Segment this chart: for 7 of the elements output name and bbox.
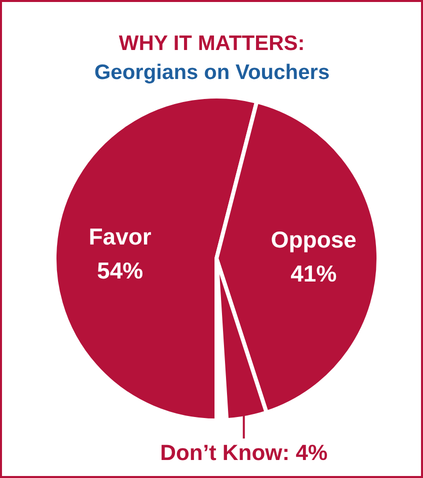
data-label: 54% [97,257,144,284]
slice-label: Don’t Know: 4% [160,440,328,465]
chart-title: WHY IT MATTERS: [118,32,305,55]
slice-label: Favor [88,223,152,250]
chart-subtitle: Georgians on Vouchers [94,61,330,84]
slice-label: Oppose [270,226,356,252]
data-label: 41% [290,260,337,286]
